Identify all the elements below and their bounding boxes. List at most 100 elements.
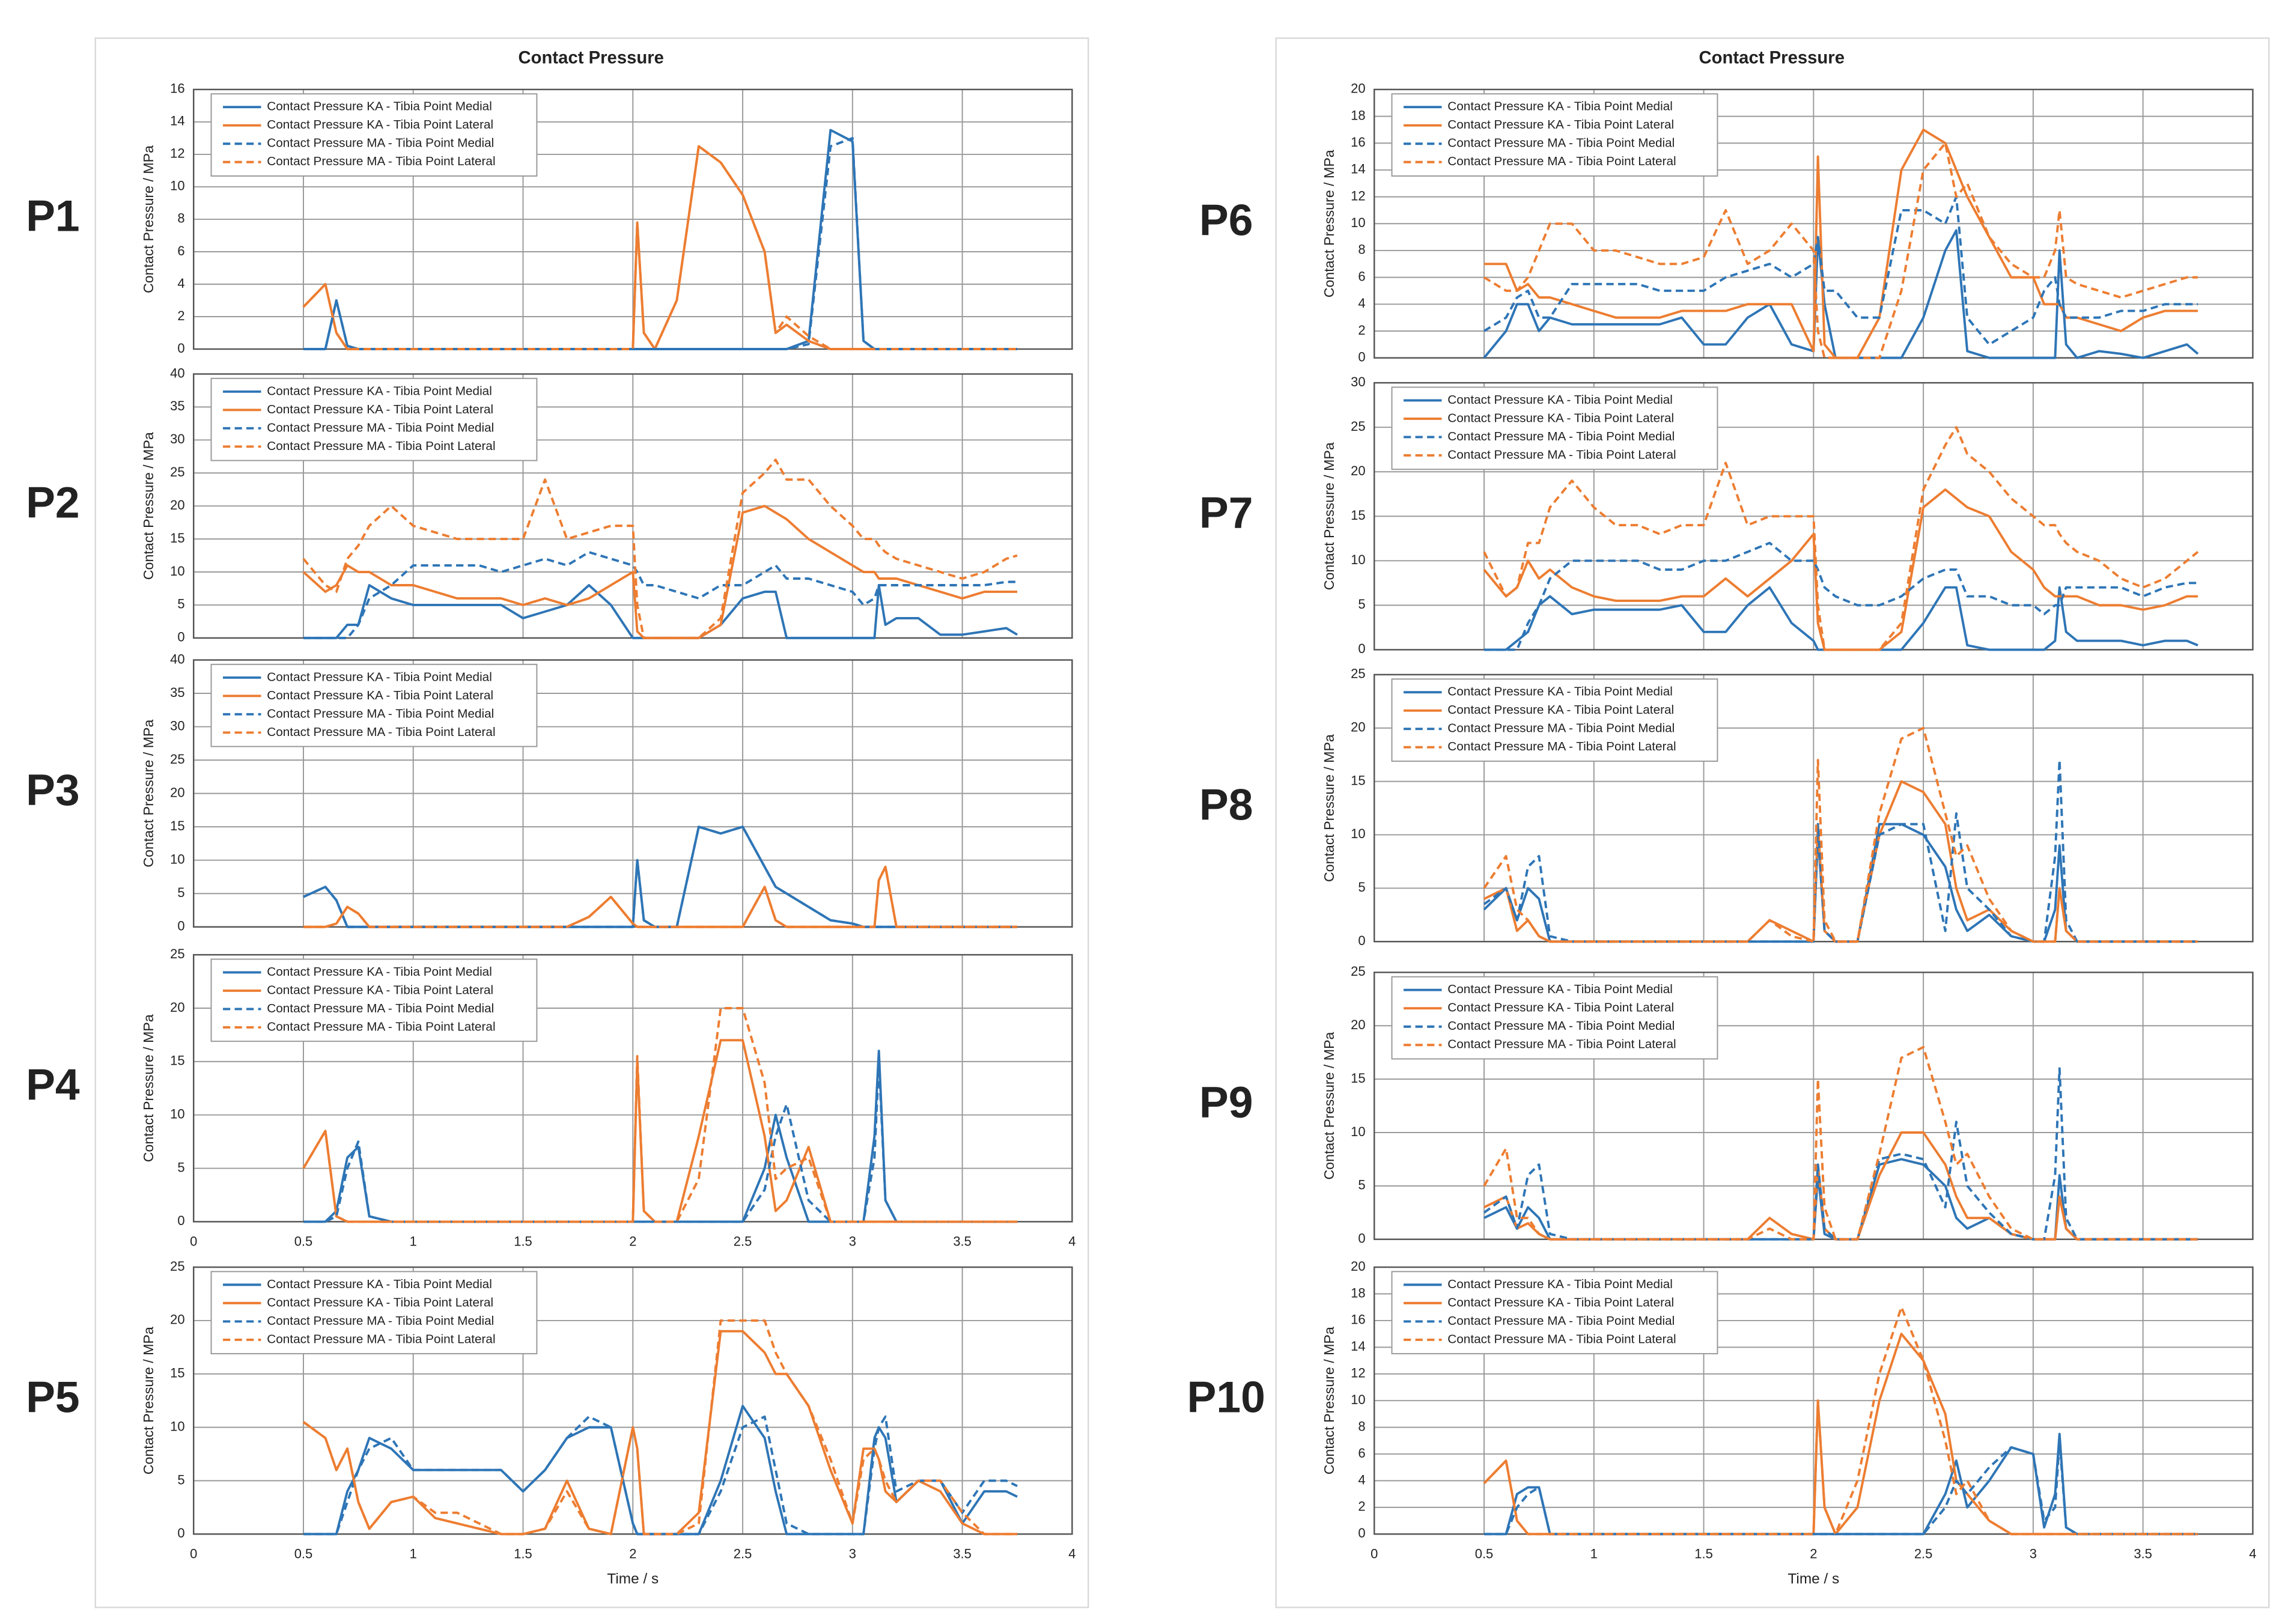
plot-frame <box>1374 88 2254 359</box>
x-tick-label: 1.5 <box>1694 1546 1713 1561</box>
x-tick-label: 0 <box>1371 1546 1378 1561</box>
x-tick-label: 3.5 <box>953 1546 972 1561</box>
y-tick-label: 15 <box>170 531 184 546</box>
legend-label: Contact Pressure KA - Tibia Point Medial <box>267 100 492 114</box>
legend-box <box>1391 1271 1718 1355</box>
y-tick-label: 0 <box>1358 1230 1365 1245</box>
legend-label: Contact Pressure KA - Tibia Point Medial <box>1447 100 1673 114</box>
x-tick-label: 0.5 <box>294 1546 313 1561</box>
x-tick-label: 1 <box>410 1233 417 1248</box>
y-tick-label: 0 <box>177 919 184 934</box>
y-tick-label: 10 <box>170 1419 184 1434</box>
legend-label: Contact Pressure KA - Tibia Point Medial <box>267 1277 492 1291</box>
series-line <box>302 458 1018 639</box>
y-tick-label: 2 <box>1358 323 1365 338</box>
series-line <box>1483 1067 2198 1241</box>
legend-label: Contact Pressure KA - Tibia Point Latera… <box>1447 411 1674 425</box>
y-tick-label: 10 <box>1351 552 1365 567</box>
x-tick-label: 0 <box>190 1546 197 1561</box>
y-tick-label: 16 <box>1351 1312 1365 1327</box>
series-line <box>1483 488 2198 651</box>
y-tick-label: 14 <box>1351 162 1365 177</box>
series-line <box>1483 1045 2198 1241</box>
legend-label: Contact Pressure MA - Tibia Point Latera… <box>1447 1332 1676 1346</box>
y-tick-label: 5 <box>177 885 184 900</box>
x-tick-label: 0 <box>190 1233 197 1248</box>
y-tick-label: 0 <box>177 1213 184 1228</box>
y-tick-label: 6 <box>1358 1446 1365 1461</box>
y-tick-label: 5 <box>1358 597 1365 612</box>
series-line <box>303 865 1017 928</box>
legend-label: Contact Pressure MA - Tibia Point Latera… <box>267 725 495 739</box>
series-line <box>1483 1306 2198 1536</box>
legend-label: Contact Pressure KA - Tibia Point Latera… <box>1447 1001 1674 1015</box>
y-tick-label: 20 <box>170 1000 184 1015</box>
y-tick-label: 20 <box>170 497 184 512</box>
y-tick-label: 20 <box>1351 81 1365 96</box>
y-tick-label: 18 <box>1351 1285 1365 1300</box>
y-tick-label: 8 <box>1358 242 1365 257</box>
legend-label: Contact Pressure MA - Tibia Point Latera… <box>1447 740 1676 753</box>
x-tick-label: 3.5 <box>953 1233 972 1248</box>
y-axis-label: Contact Pressure / MPa <box>141 145 156 293</box>
y-tick-label: 4 <box>1358 296 1365 311</box>
y-tick-label: 6 <box>1358 269 1365 284</box>
legend-label: Contact Pressure KA - Tibia Point Latera… <box>267 689 493 702</box>
y-tick-label: 20 <box>1351 720 1365 735</box>
legend-label: Contact Pressure KA - Tibia Point Medial <box>1447 1277 1673 1291</box>
chart-title: Contact Pressure <box>518 47 663 67</box>
panel-label: P3 <box>26 765 80 815</box>
y-tick-label: 30 <box>170 718 184 733</box>
panel-label: P1 <box>26 191 80 240</box>
series-line <box>1484 541 2198 651</box>
legend-label: Contact Pressure MA - Tibia Point Latera… <box>1447 448 1676 461</box>
x-tick-label: 3 <box>2030 1546 2037 1561</box>
series-line <box>1483 142 2198 359</box>
panel-label: P4 <box>26 1060 80 1110</box>
x-tick-label: 2.5 <box>734 1546 752 1561</box>
y-tick-label: 0 <box>1358 641 1365 656</box>
y-tick-label: 25 <box>170 946 184 961</box>
legend-label: Contact Pressure MA - Tibia Point Medial <box>267 1002 494 1015</box>
x-tick-label: 0.5 <box>1475 1546 1494 1561</box>
y-tick-label: 10 <box>1351 1124 1365 1139</box>
y-tick-label: 2 <box>177 308 184 323</box>
series-line <box>302 145 1017 350</box>
y-tick-label: 6 <box>177 243 184 258</box>
y-axis-label: Contact Pressure / MPa <box>1321 1327 1337 1474</box>
y-tick-label: 5 <box>1358 1178 1365 1193</box>
y-tick-label: 14 <box>170 114 184 129</box>
left-column-frame <box>94 37 1089 1608</box>
x-tick-label: 3 <box>849 1233 856 1248</box>
legend-label: Contact Pressure MA - Tibia Point Latera… <box>267 1332 495 1346</box>
legend-label: Contact Pressure MA - Tibia Point Medial <box>267 421 494 434</box>
legend-box <box>1391 678 1718 762</box>
x-tick-label: 4 <box>1068 1546 1076 1561</box>
y-axis-label: Contact Pressure / MPa <box>141 1327 156 1474</box>
legend-label: Contact Pressure KA - Tibia Point Latera… <box>1447 1295 1674 1309</box>
x-tick-label: 2 <box>629 1233 636 1248</box>
panel-label: P6 <box>1199 196 1253 245</box>
y-tick-label: 35 <box>170 685 184 700</box>
legend-label: Contact Pressure MA - Tibia Point Medial <box>1447 722 1675 735</box>
y-tick-label: 5 <box>1358 880 1365 895</box>
y-axis-label: Contact Pressure / MPa <box>1321 734 1337 882</box>
y-tick-label: 25 <box>1351 666 1365 681</box>
legend-label: Contact Pressure KA - Tibia Point Latera… <box>267 983 493 997</box>
y-tick-label: 0 <box>177 1525 184 1540</box>
x-axis-label: Time / s <box>607 1571 659 1587</box>
y-tick-label: 40 <box>170 365 184 380</box>
series-line <box>1483 426 2199 651</box>
legend-label: Contact Pressure MA - Tibia Point Medial <box>267 707 494 720</box>
y-tick-label: 5 <box>177 597 184 612</box>
y-tick-label: 10 <box>1351 826 1365 841</box>
x-tick-label: 2 <box>629 1546 636 1561</box>
panel-label: P10 <box>1187 1373 1265 1422</box>
series-line <box>302 1007 1017 1223</box>
x-tick-label: 0.5 <box>294 1233 313 1248</box>
y-tick-label: 15 <box>1351 1071 1365 1086</box>
y-tick-label: 25 <box>170 1259 184 1274</box>
y-tick-label: 15 <box>170 818 184 833</box>
y-axis-label: Contact Pressure / MPa <box>1321 442 1337 590</box>
legend-label: Contact Pressure MA - Tibia Point Latera… <box>267 154 495 168</box>
